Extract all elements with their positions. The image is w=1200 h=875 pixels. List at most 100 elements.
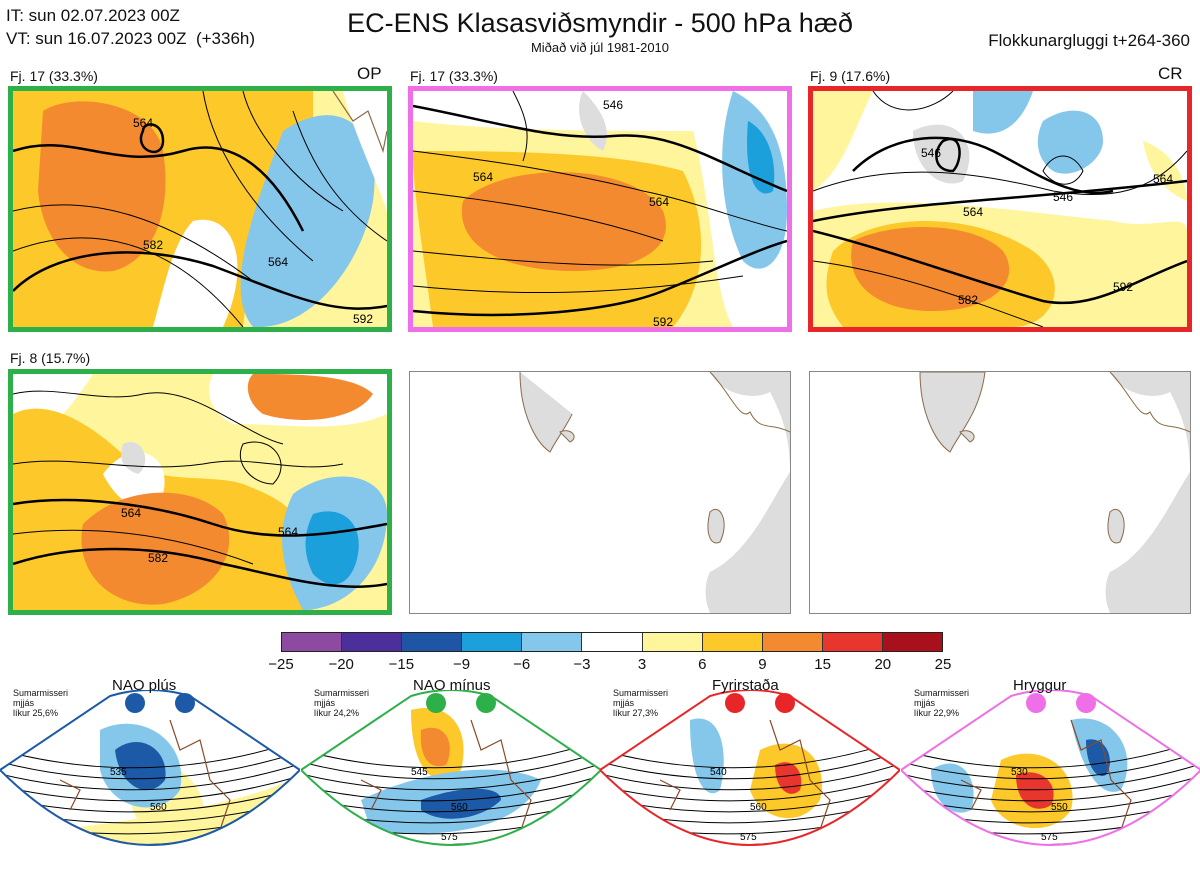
regime-info-line: Sumarmisseri [13,688,69,698]
regime-name: NAO plús [112,677,177,694]
colorbar-tick-label: −25 [268,656,294,673]
colorbar-segment [462,633,523,651]
classification-window: Flokkunargluggi t+264-360 [988,31,1190,50]
regime-info-line: líkur 22,9% [914,708,960,718]
colorbar-segment [702,633,763,651]
page-title: EC-ENS Klasasviðsmyndir - 500 hPa hæð [347,8,853,38]
colorbar-tick-label: 3 [637,656,647,673]
colorbar-segment [882,633,943,651]
regime-info-line: líkur 24,2% [314,708,360,718]
regime-info-line: líkur 25,6% [13,708,59,718]
contour-label: 592 [653,315,673,327]
regime-contour-label: 550 [1051,802,1068,813]
colorbar-segment [342,633,403,651]
regime-marker-icon [725,693,745,713]
regime-info: Sumarmisseri mjjás líkur 22,9% [914,688,969,718]
contour-label: 582 [143,238,163,252]
colorbar-segment [642,633,703,651]
contour-label: 582 [148,551,168,565]
contour-label: 592 [1113,280,1133,294]
regime-info: Sumarmisseri mjjás líkur 24,2% [314,688,369,718]
empty-map-5 [409,371,791,614]
regime-marker-icon [125,693,145,713]
panel-3-label: Fj. 9 (17.6%) [810,68,891,84]
contour-label: 564 [133,116,153,130]
empty-map-6 [809,371,1191,614]
regime-name: Hryggur [1013,677,1067,694]
regime-contour-label: 575 [1041,832,1058,843]
regime-marker-icon [476,693,496,713]
cluster-map-3[interactable]: 546 546 564 564 582 592 [808,86,1192,332]
contour-label: 564 [649,195,669,209]
header-times: IT: sun 02.07.2023 00Z VT: sun 16.07.202… [6,4,255,50]
colorbar [281,632,943,652]
contour-label: 564 [473,170,493,184]
regime-map: 540 560 575 [598,689,902,870]
regime-marker-icon [1026,693,1046,713]
regime-marker-icon [1076,693,1096,713]
regime-info: Sumarmisseri mjjás líkur 25,6% [13,688,68,718]
contour-label: 564 [278,525,298,539]
init-time: IT: sun 02.07.2023 00Z [6,6,180,25]
regime-info-line: Sumarmisseri [314,688,370,698]
colorbar-segment [582,633,643,651]
contour-label: 582 [958,293,978,307]
panel-1-tag: OP [357,64,382,83]
colorbar-segment [522,633,583,651]
regime-info-line: mjjás [613,698,635,708]
colorbar-tick-label: −3 [573,656,591,673]
colorbar-tick-label: −20 [328,656,354,673]
regime-contour-label: 535 [110,767,127,778]
regime-contour-label: 560 [750,802,767,813]
regime-map: 535 560 [0,689,302,870]
cluster-map-4[interactable]: 564 564 582 [8,369,392,615]
cluster-map-2[interactable]: 546 564 564 592 [408,86,792,332]
panel-2-label: Fj. 17 (33.3%) [410,68,498,84]
panel-1-label: Fj. 17 (33.3%) [10,68,98,84]
regime-info-line: mjjás [914,698,936,708]
colorbar-tick-label: 25 [934,656,952,673]
regime-contour-label: 540 [710,767,727,778]
contour-label: 564 [963,205,983,219]
regime-contour-label: 575 [740,832,757,843]
contour-label: 564 [121,506,141,520]
regime-contour-label: 560 [150,802,167,813]
colorbar-tick-label: 20 [874,656,892,673]
contour-label: 592 [353,312,373,326]
colorbar-tick-label: −9 [452,656,471,673]
contour-label: 546 [921,146,941,160]
contour-label: 546 [1053,190,1073,204]
colorbar-tick-label: 9 [758,656,767,673]
regime-marker-icon [175,693,195,713]
colorbar-tick-label: −15 [388,656,415,673]
regime-info-line: Sumarmisseri [613,688,669,698]
regime-marker-icon [426,693,446,713]
regime-info-line: mjjás [314,698,336,708]
contour-label: 564 [1153,172,1173,186]
page-subtitle: Miðað við júl 1981-2010 [530,40,670,55]
cluster-map-1[interactable]: 582 564 564 592 [8,86,392,332]
regime-info-line: mjjás [13,698,35,708]
panel-4-label: Fj. 8 (15.7%) [10,350,91,366]
colorbar-tick-label: 15 [814,656,831,673]
regime-info-line: líkur 27,3% [613,708,659,718]
colorbar-segment [762,633,823,651]
regime-name: Fyrirstaða [712,677,779,694]
colorbar-tick-label: 6 [698,656,707,673]
colorbar-segment [402,633,463,651]
regime-info: Sumarmisseri mjjás líkur 27,3% [613,688,668,718]
regime-contour-label: 560 [451,802,468,813]
colorbar-segment [282,633,343,651]
colorbar-segment [822,633,883,651]
colorbar-tick-label: −6 [513,656,531,673]
regime-map: 545 560 575 [299,689,603,870]
regime-marker-icon [775,693,795,713]
regime-name: NAO mínus [413,677,491,694]
contour-label: 546 [603,98,623,112]
regime-contour-label: 545 [411,767,428,778]
valid-time: VT: sun 16.07.2023 00Z (+336h) [6,29,256,48]
regime-info-line: Sumarmisseri [914,688,970,698]
regime-map: 530 550 575 [899,689,1200,870]
regime-contour-label: 530 [1011,767,1028,778]
contour-label: 564 [268,255,288,269]
